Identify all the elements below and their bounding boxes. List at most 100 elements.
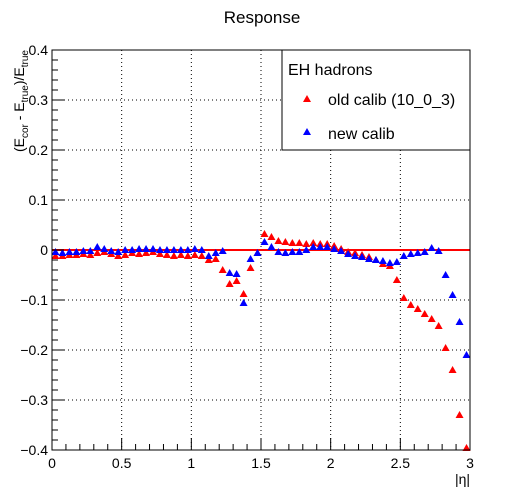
y-axis-label-minus: - E <box>11 102 27 124</box>
y-axis-label-sub-cor: cor <box>20 123 31 138</box>
data-point <box>316 243 325 250</box>
data-point <box>455 411 464 418</box>
data-point <box>434 322 443 329</box>
x-tick-label: 1.5 <box>251 455 271 471</box>
data-point <box>121 246 130 253</box>
data-point <box>267 233 276 240</box>
data-point <box>302 240 311 247</box>
data-point <box>385 259 394 266</box>
legend-title: EH hadrons <box>288 62 373 79</box>
data-point <box>448 366 457 373</box>
data-point <box>274 248 283 255</box>
data-point <box>232 270 241 277</box>
data-point <box>337 247 346 254</box>
data-point <box>183 246 192 253</box>
y-axis-label-close: )/E <box>11 67 27 85</box>
data-point <box>197 246 206 253</box>
y-tick-label: −0.4 <box>20 442 48 458</box>
data-point <box>281 249 290 256</box>
y-tick-label: −0.2 <box>20 342 48 358</box>
y-tick-label: −0.3 <box>20 392 48 408</box>
data-point <box>371 256 380 263</box>
data-point <box>246 255 255 262</box>
data-point <box>302 246 311 253</box>
data-point <box>204 252 213 259</box>
data-point <box>364 255 373 262</box>
data-point <box>100 245 109 252</box>
legend: EH hadrons old calib (10_0_3) new calib <box>281 49 471 151</box>
data-point <box>260 230 269 237</box>
y-axis-label-sub-true: true <box>20 85 31 103</box>
data-point <box>462 351 471 358</box>
data-point <box>121 251 130 258</box>
data-point <box>79 247 88 254</box>
data-point <box>420 310 429 317</box>
data-point <box>93 243 102 250</box>
data-point <box>413 305 422 312</box>
data-point <box>309 243 318 250</box>
data-point <box>239 290 248 297</box>
y-tick-label: 0.3 <box>29 92 49 108</box>
legend-box <box>281 49 471 151</box>
data-point <box>225 280 234 287</box>
y-tick-label: 0.2 <box>29 142 49 158</box>
data-point <box>142 249 151 256</box>
data-point <box>218 266 227 273</box>
data-point <box>142 245 151 252</box>
data-point <box>441 344 450 351</box>
data-point <box>135 250 144 257</box>
data-point <box>281 238 290 245</box>
x-tick-label: 0.5 <box>112 455 132 471</box>
data-point <box>274 237 283 244</box>
data-point <box>427 315 436 322</box>
x-tick-label: 3 <box>466 455 474 471</box>
data-point <box>176 246 185 253</box>
y-axis-label-open: (E <box>11 138 27 152</box>
x-axis-label: |η| <box>455 471 470 487</box>
data-point <box>190 245 199 252</box>
data-point <box>260 238 269 245</box>
data-point <box>434 247 443 254</box>
data-point <box>253 249 262 256</box>
data-point <box>155 246 164 253</box>
data-point <box>239 299 248 306</box>
data-point <box>51 252 60 259</box>
data-point <box>344 250 353 257</box>
data-point <box>351 252 360 259</box>
data-point <box>128 246 137 253</box>
legend-label-new-calib: new calib <box>328 126 395 143</box>
series-old-calib <box>51 230 471 451</box>
data-point <box>413 249 422 256</box>
data-point <box>406 301 415 308</box>
data-point <box>232 277 241 284</box>
data-point <box>462 444 471 451</box>
data-point <box>323 243 332 250</box>
data-point <box>190 251 199 258</box>
data-point <box>155 250 164 257</box>
data-point <box>162 246 171 253</box>
data-point <box>427 244 436 251</box>
data-point <box>211 249 220 256</box>
data-point <box>51 248 60 255</box>
y-axis-label-sub-true-2: true <box>20 50 31 68</box>
data-point <box>358 253 367 260</box>
legend-label-old-calib: old calib (10_0_3) <box>328 92 455 109</box>
y-tick-label: 0.4 <box>29 42 49 58</box>
data-point <box>86 251 95 258</box>
data-point <box>399 294 408 301</box>
x-tick-label: 2.5 <box>391 455 411 471</box>
data-point <box>135 245 144 252</box>
data-point <box>204 256 213 263</box>
x-tick-label: 1 <box>187 455 195 471</box>
data-point <box>176 251 185 258</box>
data-point <box>149 245 158 252</box>
data-point <box>288 239 297 246</box>
series-layer <box>51 230 471 451</box>
data-point <box>309 239 318 246</box>
data-point <box>65 248 74 255</box>
data-point <box>169 246 178 253</box>
data-point <box>114 248 123 255</box>
data-point <box>72 248 81 255</box>
data-point <box>86 247 95 254</box>
